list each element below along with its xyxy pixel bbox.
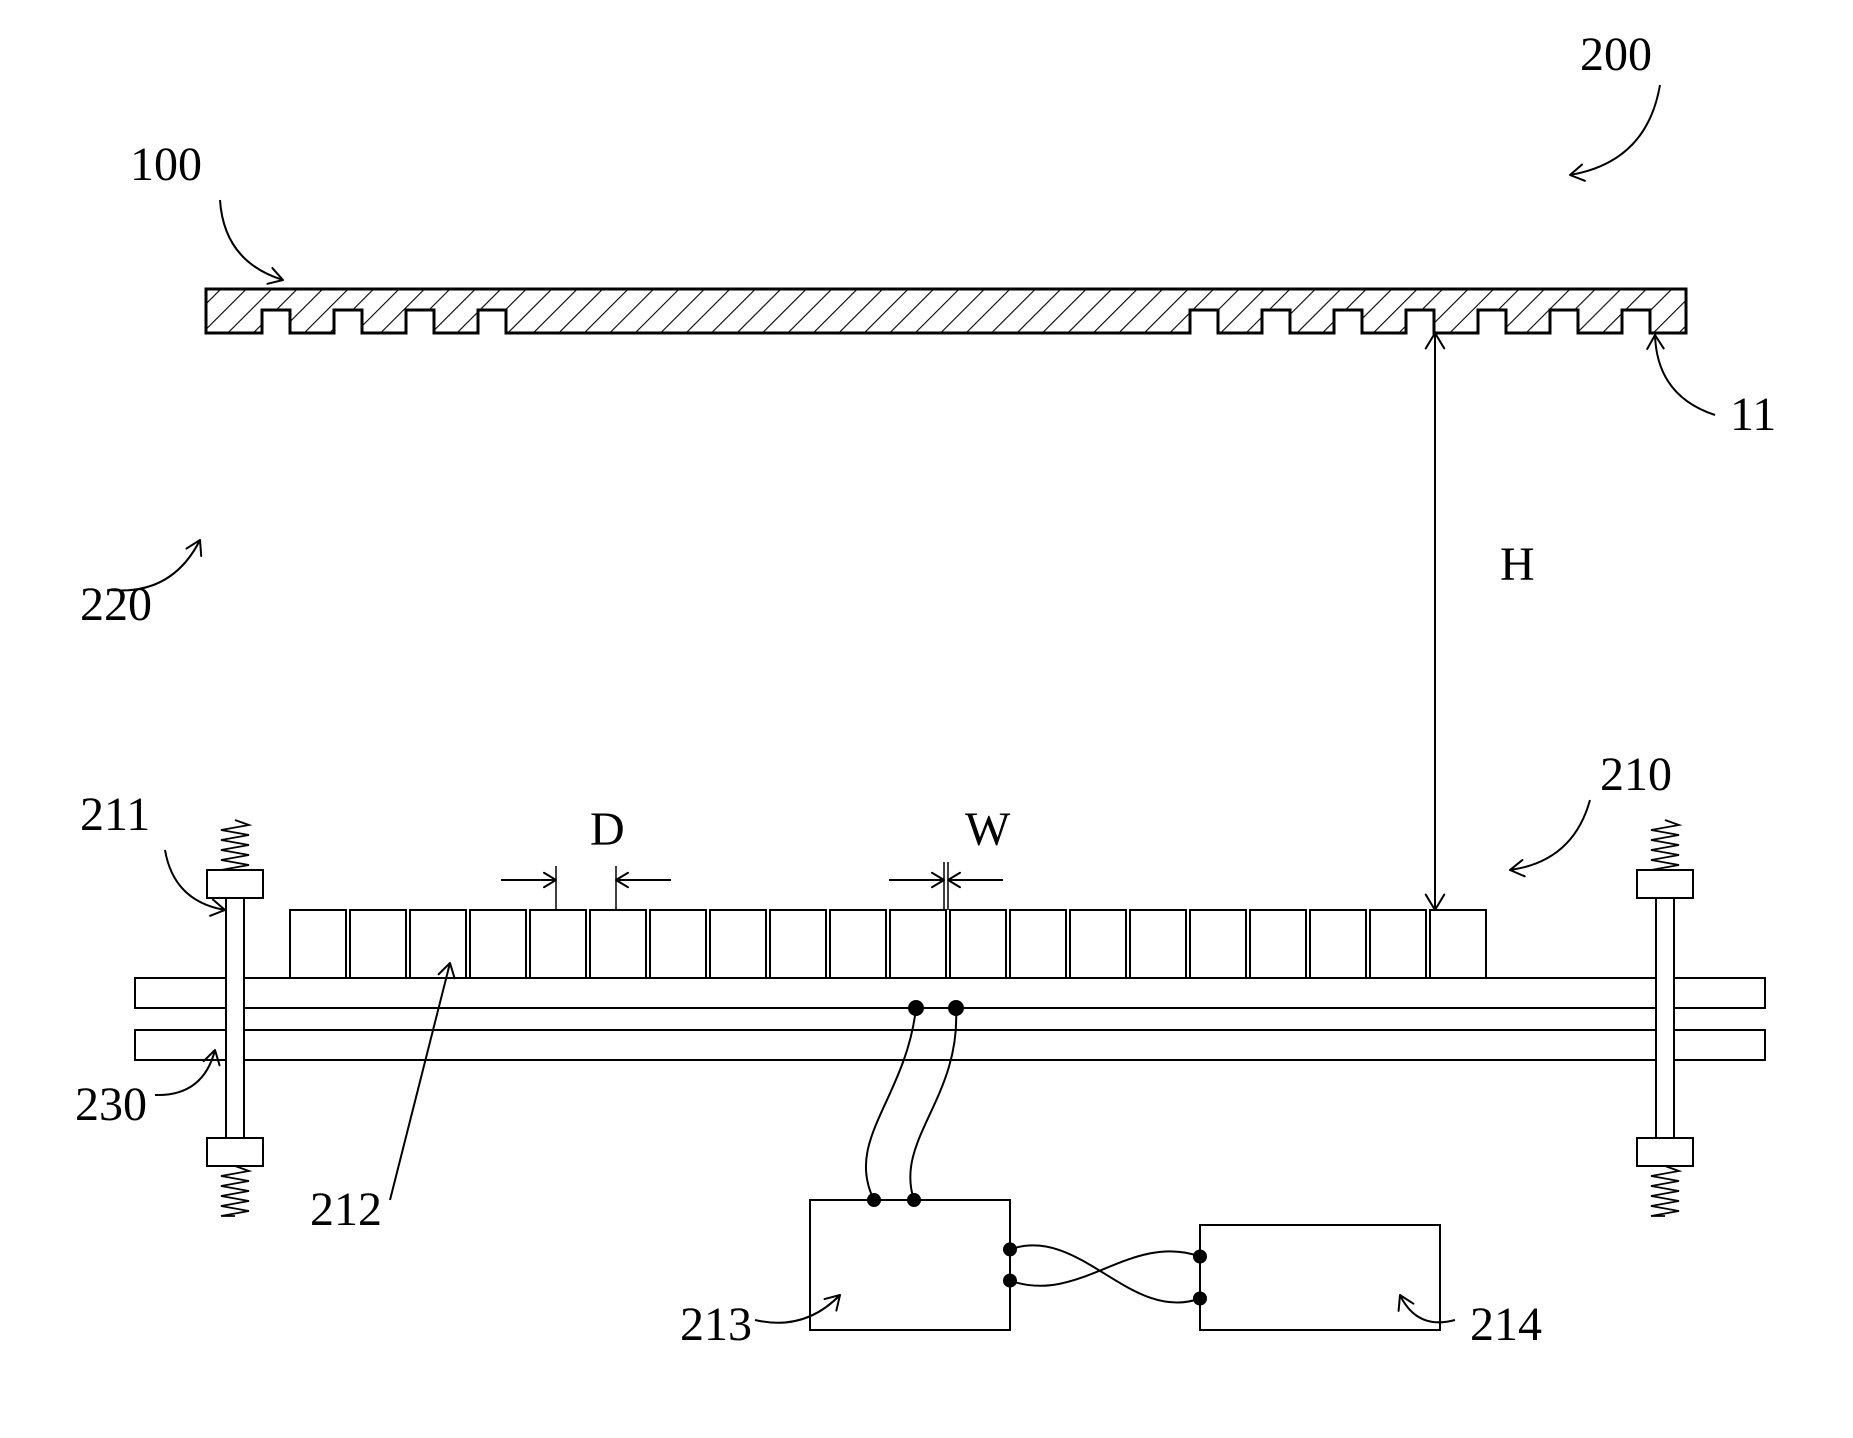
top-plate bbox=[206, 289, 1686, 333]
label-H: H bbox=[1500, 538, 1535, 591]
callouts bbox=[110, 85, 1715, 1323]
label-L210: 210 bbox=[1600, 748, 1672, 801]
dim-D bbox=[501, 866, 671, 910]
label-L213: 213 bbox=[680, 1298, 752, 1351]
label-D: D bbox=[590, 803, 625, 856]
label-W: W bbox=[965, 803, 1011, 856]
module bbox=[135, 820, 1765, 1216]
label-L230: 230 bbox=[75, 1078, 147, 1131]
bolt bbox=[207, 820, 263, 1216]
label-L212: 212 bbox=[310, 1183, 382, 1236]
dim-H bbox=[1426, 333, 1445, 910]
label-L214: 214 bbox=[1470, 1298, 1542, 1351]
labels: 200 100 11 220 H 210 211 D W 230 212 213 214 bbox=[75, 28, 1776, 1351]
dim-W bbox=[889, 862, 1003, 910]
label-L211: 211 bbox=[80, 788, 150, 841]
label-L220: 220 bbox=[80, 578, 152, 631]
bolt bbox=[1637, 820, 1693, 1216]
label-L11: 11 bbox=[1730, 388, 1776, 441]
label-L200: 200 bbox=[1580, 28, 1652, 81]
label-L100: 100 bbox=[130, 138, 202, 191]
